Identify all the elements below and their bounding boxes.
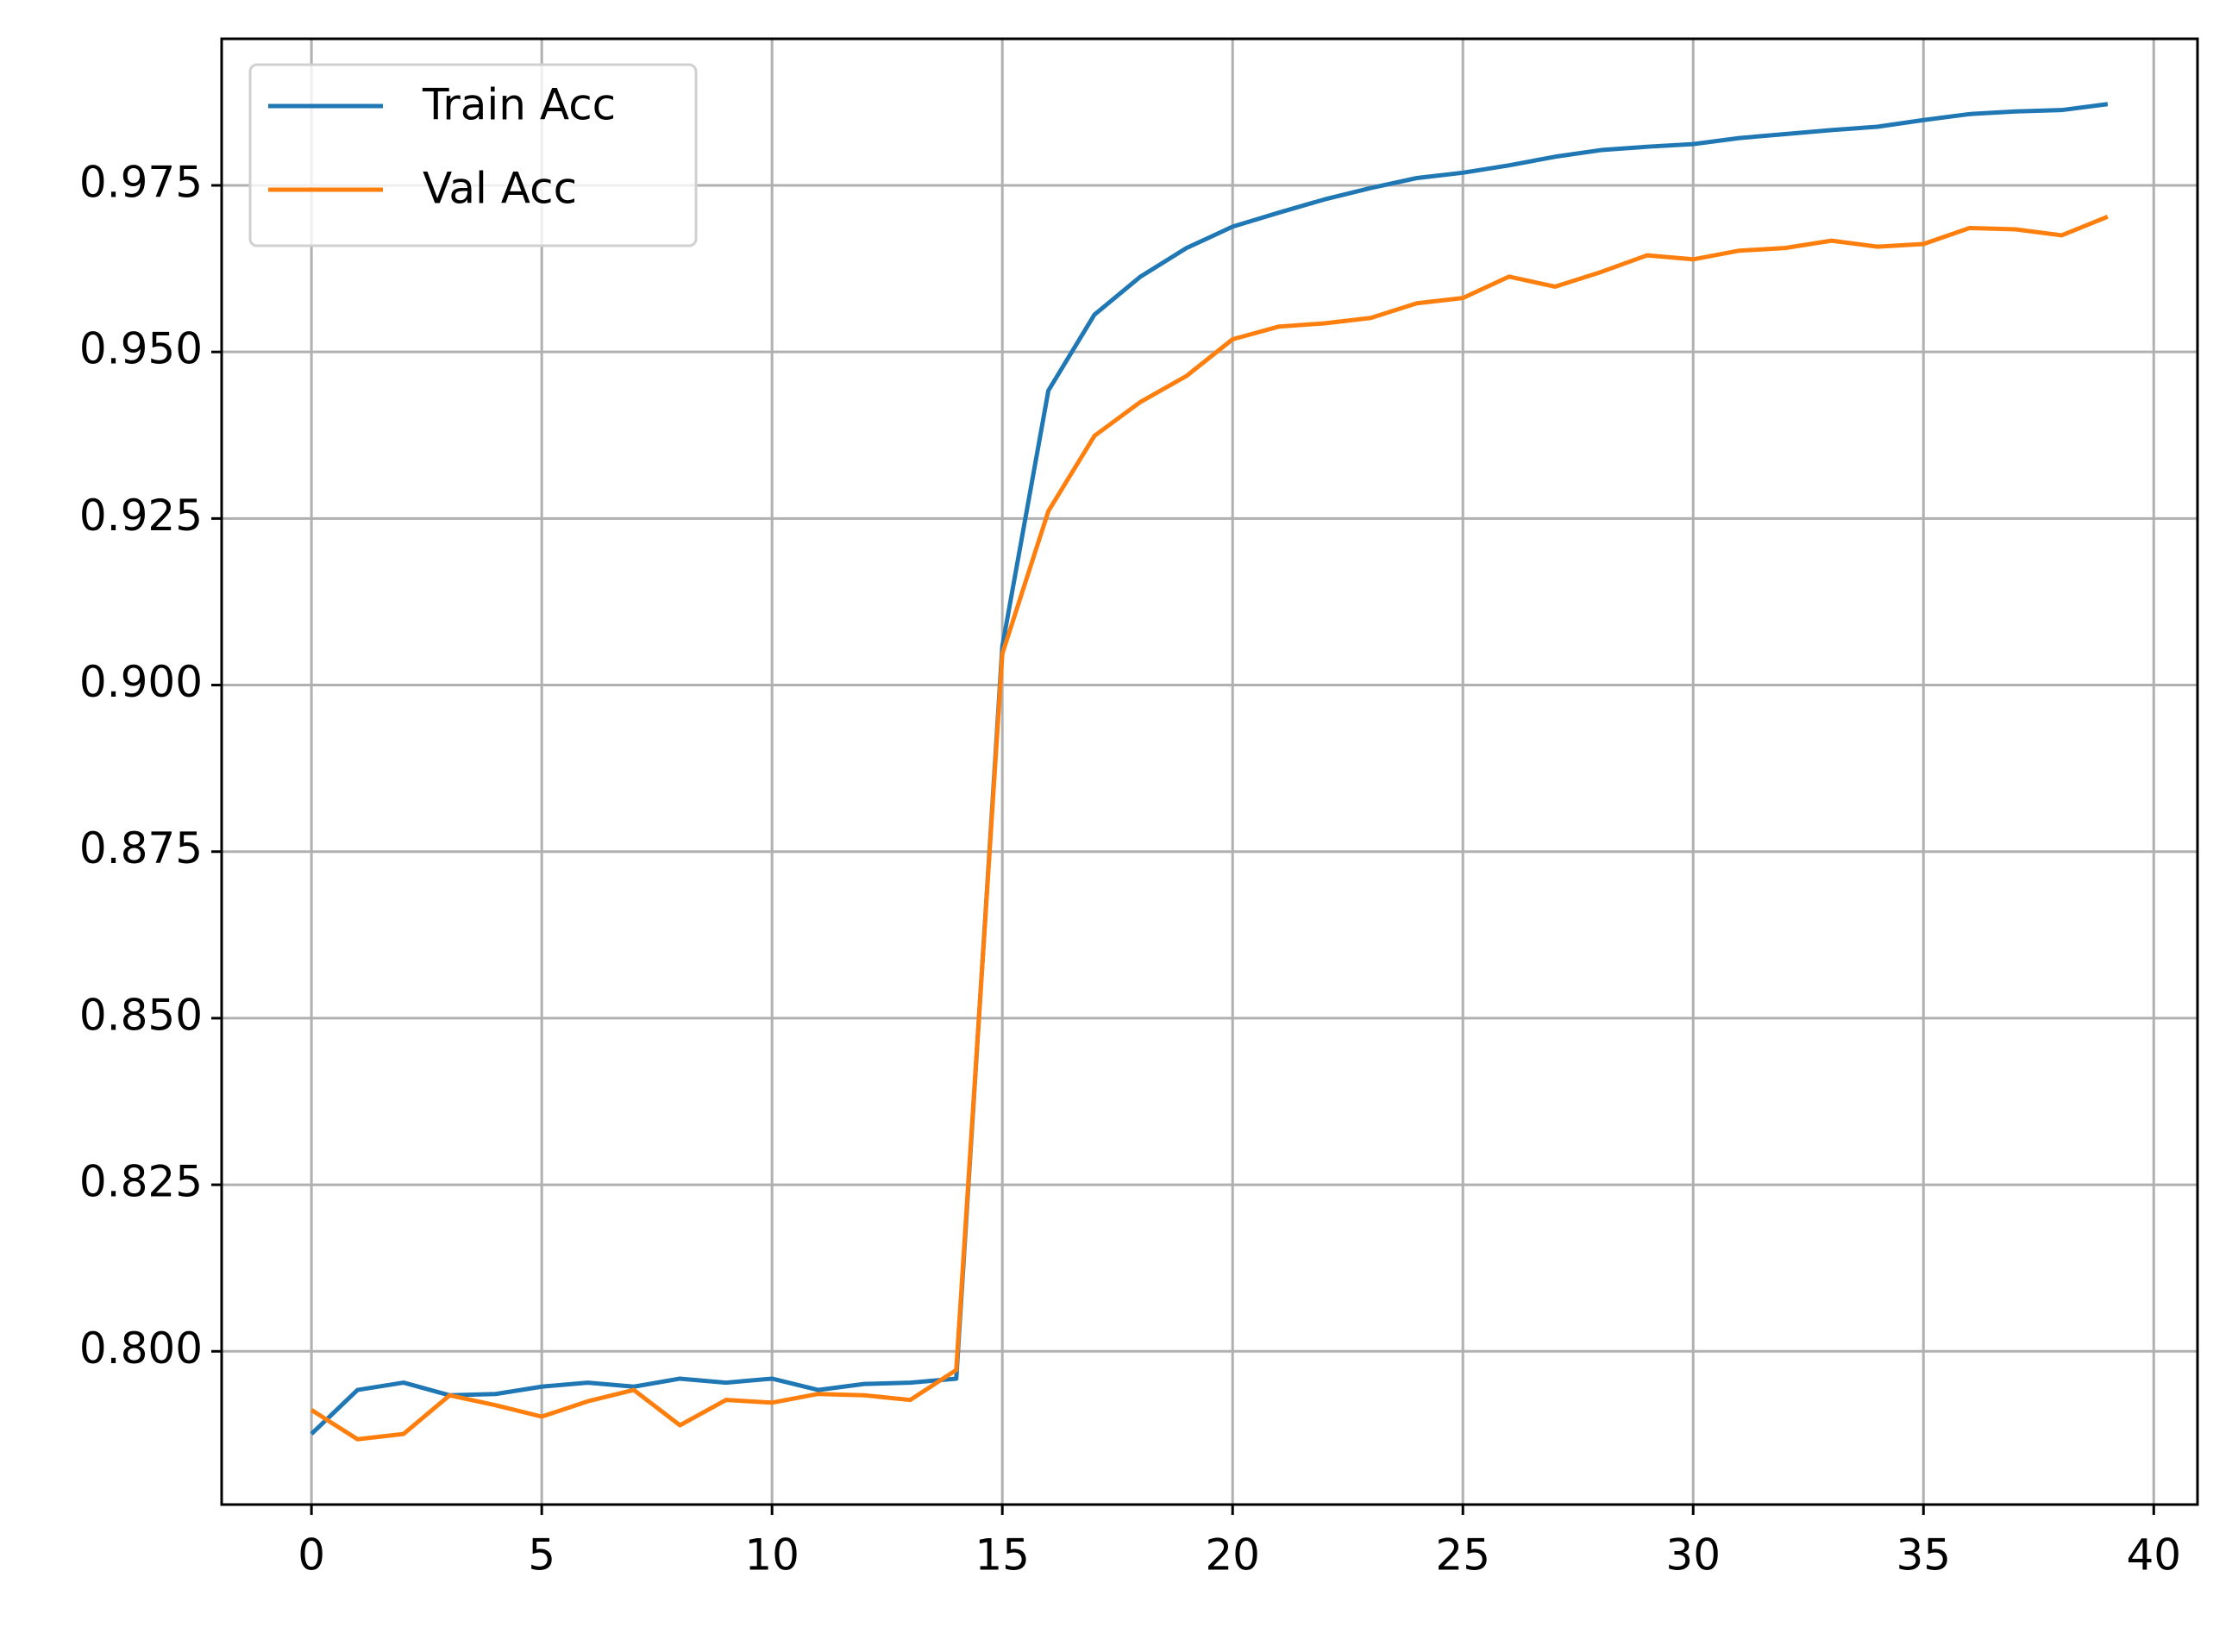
x-tick-label: 15 (975, 1530, 1030, 1580)
legend: Train Acc Val Acc (248, 63, 698, 247)
x-tick-label: 40 (2126, 1530, 2181, 1580)
legend-label: Val Acc (423, 164, 577, 214)
x-tick-label: 25 (1435, 1530, 1490, 1580)
x-tick-label: 10 (744, 1530, 799, 1580)
y-tick-label: 0.925 (79, 491, 203, 541)
y-tick-label: 0.850 (79, 990, 203, 1040)
legend-label: Train Acc (422, 80, 616, 130)
x-tick-label: 30 (1665, 1530, 1721, 1580)
x-tick-label: 35 (1896, 1530, 1951, 1580)
y-tick-label: 0.975 (79, 158, 203, 208)
y-tick-label: 0.800 (79, 1323, 203, 1374)
line-series (310, 215, 2109, 1442)
x-tick-label: 5 (528, 1530, 555, 1580)
y-tick-label: 0.900 (79, 657, 203, 707)
x-tick-label: 20 (1205, 1530, 1260, 1580)
plot-frame (220, 37, 2199, 1506)
y-tick-label: 0.950 (79, 324, 203, 374)
legend-box (248, 63, 698, 247)
x-tick-label: 0 (298, 1530, 325, 1580)
y-tick-label: 0.825 (79, 1157, 203, 1207)
line-series (310, 102, 2109, 1436)
y-tick-label: 0.875 (79, 823, 203, 873)
